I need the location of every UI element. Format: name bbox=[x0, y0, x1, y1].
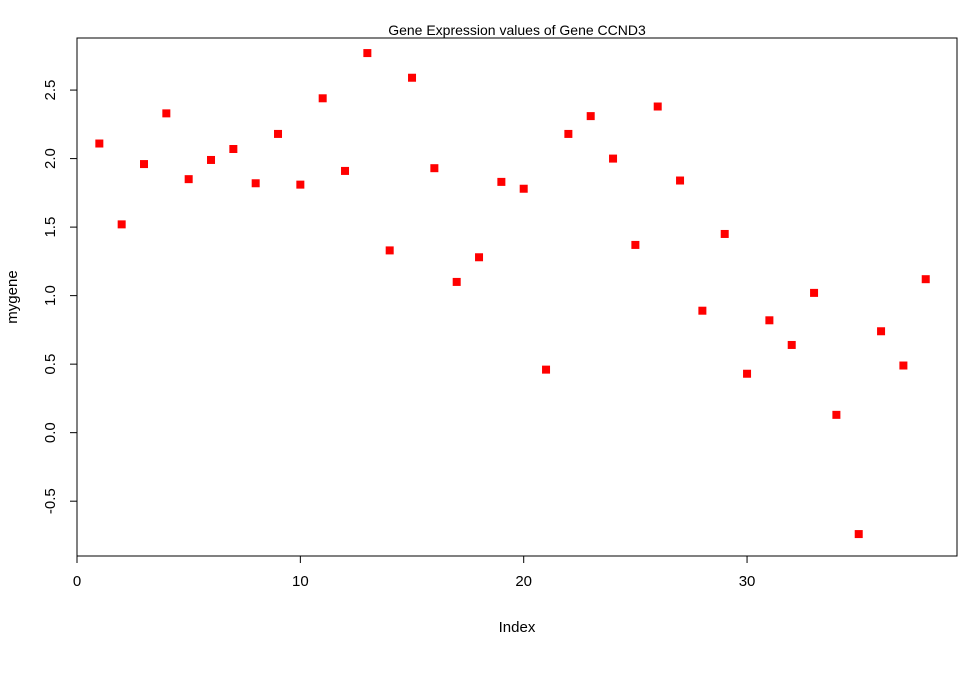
data-point bbox=[296, 180, 305, 189]
data-point bbox=[542, 365, 551, 374]
y-tick-label: 1.5 bbox=[42, 217, 59, 238]
data-point bbox=[564, 129, 573, 138]
x-axis-label: Index bbox=[499, 619, 536, 636]
chart-title: Gene Expression values of Gene CCND3 bbox=[388, 22, 646, 38]
data-point bbox=[95, 139, 104, 148]
y-tick-label: 1.0 bbox=[42, 285, 59, 306]
data-point bbox=[720, 229, 729, 238]
data-point bbox=[765, 316, 774, 325]
data-point bbox=[810, 288, 819, 297]
data-point bbox=[452, 277, 461, 286]
data-point bbox=[251, 179, 260, 188]
x-tick-label: 30 bbox=[739, 573, 756, 590]
data-point bbox=[743, 369, 752, 378]
data-point bbox=[408, 73, 417, 82]
data-points bbox=[95, 49, 930, 539]
data-point bbox=[229, 145, 238, 153]
data-point bbox=[430, 164, 439, 173]
data-point bbox=[854, 530, 863, 539]
data-point bbox=[184, 175, 193, 184]
data-point bbox=[274, 129, 283, 138]
data-point bbox=[631, 240, 640, 249]
data-point bbox=[341, 166, 350, 175]
data-point bbox=[586, 112, 595, 121]
data-point bbox=[899, 361, 908, 370]
data-point bbox=[832, 410, 841, 419]
y-tick-label: 2.0 bbox=[42, 148, 59, 169]
data-point bbox=[921, 275, 930, 284]
y-tick-label: 2.5 bbox=[42, 80, 59, 101]
y-axis-label: mygene bbox=[4, 270, 21, 323]
data-point bbox=[698, 306, 707, 315]
x-tick-label: 20 bbox=[515, 573, 532, 590]
data-point bbox=[140, 160, 149, 169]
data-point bbox=[497, 177, 506, 186]
data-point bbox=[162, 109, 171, 118]
y-axis: -0.5 0.0 0.5 1.0 1.5 2.0 2.5 bbox=[42, 80, 78, 514]
data-point bbox=[385, 246, 394, 255]
data-point bbox=[519, 184, 528, 193]
data-point bbox=[787, 340, 796, 349]
data-point bbox=[318, 94, 327, 103]
y-tick-label: 0.0 bbox=[42, 422, 59, 443]
plot-frame bbox=[76, 37, 958, 557]
x-tick-label: 10 bbox=[292, 573, 309, 590]
data-point bbox=[609, 154, 618, 163]
data-point bbox=[676, 176, 685, 185]
x-tick-label: 0 bbox=[73, 573, 81, 590]
data-point bbox=[653, 102, 662, 111]
data-point bbox=[475, 253, 484, 262]
data-point bbox=[207, 155, 216, 164]
data-point bbox=[363, 49, 372, 58]
data-point bbox=[117, 220, 126, 229]
data-point bbox=[877, 327, 886, 336]
y-tick-label: -0.5 bbox=[42, 488, 59, 514]
x-axis: 0 10 20 30 bbox=[73, 555, 756, 590]
y-tick-label: 0.5 bbox=[42, 354, 59, 375]
